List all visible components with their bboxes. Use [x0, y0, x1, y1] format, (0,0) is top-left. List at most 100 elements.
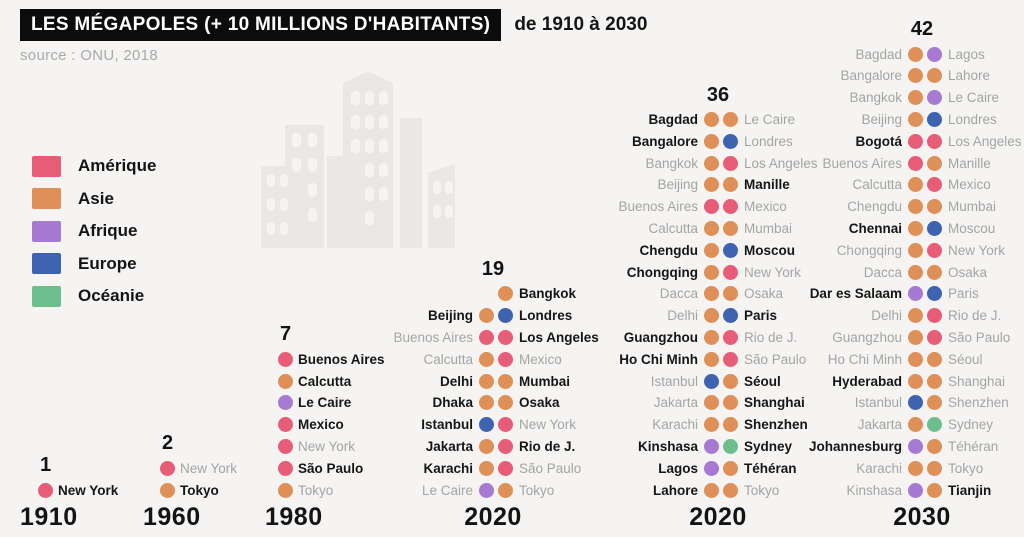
year-label: 2020: [464, 503, 522, 531]
city-label: Kinshasa: [637, 439, 698, 454]
city-label: Jakarta: [425, 439, 473, 454]
continent-dot-asie: [723, 482, 738, 498]
continent-dot-amerique: [278, 417, 293, 433]
city-label: Le Caire: [744, 112, 796, 128]
city-label: Osaka: [744, 286, 784, 302]
city-row: Kinshasa Sydney: [600, 436, 844, 458]
continent-dot-afrique: [278, 395, 293, 411]
continent-dot-asie: [908, 221, 923, 237]
city-row: New York: [278, 436, 385, 458]
continent-dot-oceanie: [927, 417, 942, 433]
city-label: Mumbai: [948, 199, 997, 215]
city-label: Mexico: [744, 199, 787, 215]
continent-dot-amerique: [723, 155, 738, 171]
megacity-count: 42: [910, 18, 934, 41]
legend-label: Afrique: [78, 221, 138, 241]
city-label: Beijing: [427, 308, 473, 324]
city-label: Rio de J.: [744, 330, 798, 346]
continent-dot-amerique: [498, 439, 513, 454]
legend-label: Océanie: [78, 286, 145, 306]
city-label: Lahore: [948, 68, 991, 84]
continent-dot-amerique: [927, 133, 942, 149]
city-label: Londres: [519, 308, 573, 324]
continent-dot-amerique: [927, 330, 942, 346]
city-label: Karachi: [652, 417, 698, 433]
city-label: Chongqing: [836, 242, 902, 258]
city-label: Bogotá: [855, 133, 903, 149]
city-label: São Paulo: [948, 330, 1011, 346]
continent-dot-asie: [723, 112, 738, 128]
city-label: Séoul: [744, 373, 781, 389]
continent-dot-afrique: [704, 460, 719, 476]
continent-dot-asie: [908, 460, 923, 476]
city-row: Karachi Tokyo: [798, 457, 1024, 479]
continent-dot-asie: [927, 351, 942, 367]
city-label: Bangkok: [849, 90, 902, 106]
city-label: New York: [298, 439, 356, 454]
city-label: Calcutta: [648, 221, 698, 237]
city-label: Tokyo: [948, 460, 984, 476]
continent-dot-asie: [908, 90, 923, 106]
city-row: Guangzhou Rio de J.: [600, 327, 844, 349]
legend-swatch-europe: [32, 253, 61, 275]
year-label: 2030: [893, 503, 951, 531]
city-label: New York: [180, 460, 238, 476]
continent-dot-asie: [908, 330, 923, 346]
city-label: Manille: [744, 177, 790, 193]
city-label: Le Caire: [948, 90, 1000, 106]
city-label: Le Caire: [421, 482, 473, 498]
city-label: Delhi: [667, 308, 698, 324]
continent-dot-amerique: [160, 460, 175, 476]
continent-dot-asie: [704, 112, 719, 128]
header: LES MÉGAPOLES (+ 10 MILLIONS D'HABITANTS…: [20, 9, 647, 41]
city-row: Delhi Paris: [600, 305, 844, 327]
city-label: Kinshasa: [846, 482, 902, 498]
continent-dot-asie: [723, 177, 738, 193]
year-column-2020-19: 19 Bangkok Beijing Londres Buenos Aires Los A…: [385, 257, 611, 531]
city-row: Hyderabad Shanghai: [798, 370, 1024, 392]
city-label: São Paulo: [298, 460, 364, 476]
continent-dot-afrique: [927, 90, 942, 106]
year-label: 1910: [20, 503, 78, 531]
continent-dot-asie: [927, 460, 942, 476]
continent-dot-asie: [498, 395, 513, 411]
city-row: Calcutta Mexico: [385, 348, 611, 370]
city-label: Moscou: [948, 221, 996, 237]
legend-swatch-asie: [32, 188, 61, 210]
city-label: Mumbai: [744, 221, 793, 237]
megacity-count: 36: [706, 83, 730, 106]
continent-dot-amerique: [278, 439, 293, 454]
continent-dot-amerique: [927, 308, 942, 324]
continent-dot-afrique: [704, 439, 719, 454]
continent-dot-asie: [278, 373, 293, 389]
continent-dot-asie: [704, 286, 719, 302]
continent-dot-asie: [704, 133, 719, 149]
continent-dot-europe: [908, 395, 923, 411]
continent-dot-asie: [479, 439, 494, 454]
continent-dot-asie: [704, 221, 719, 237]
city-label: New York: [744, 264, 802, 280]
continent-dot-asie: [704, 482, 719, 498]
city-label: Ho Chi Minh: [827, 351, 902, 367]
city-row: Istanbul Séoul: [600, 370, 844, 392]
continent-dot-asie: [278, 482, 293, 498]
continent-dot-europe: [723, 242, 738, 258]
city-row: Mexico: [278, 414, 385, 436]
continent-dot-amerique: [723, 330, 738, 346]
city-label: Paris: [744, 308, 778, 324]
continent-dot-asie: [704, 308, 719, 324]
city-row: Istanbul Shenzhen: [798, 392, 1024, 414]
city-label: Bangalore: [631, 133, 698, 149]
city-row: Ho Chi Minh Séoul: [798, 348, 1024, 370]
continent-dot-europe: [498, 308, 513, 324]
legend-swatch-afrique: [32, 220, 61, 242]
continent-dot-amerique: [723, 264, 738, 280]
city-label: Mexico: [298, 417, 344, 433]
continent-dot-amerique: [38, 482, 53, 498]
city-label: São Paulo: [519, 460, 582, 476]
city-label: Delhi: [439, 373, 473, 389]
continent-dot-asie: [908, 112, 923, 128]
city-label: Jakarta: [857, 417, 902, 433]
city-row: Dacca Osaka: [798, 261, 1024, 283]
city-label: Los Angeles: [744, 155, 818, 171]
